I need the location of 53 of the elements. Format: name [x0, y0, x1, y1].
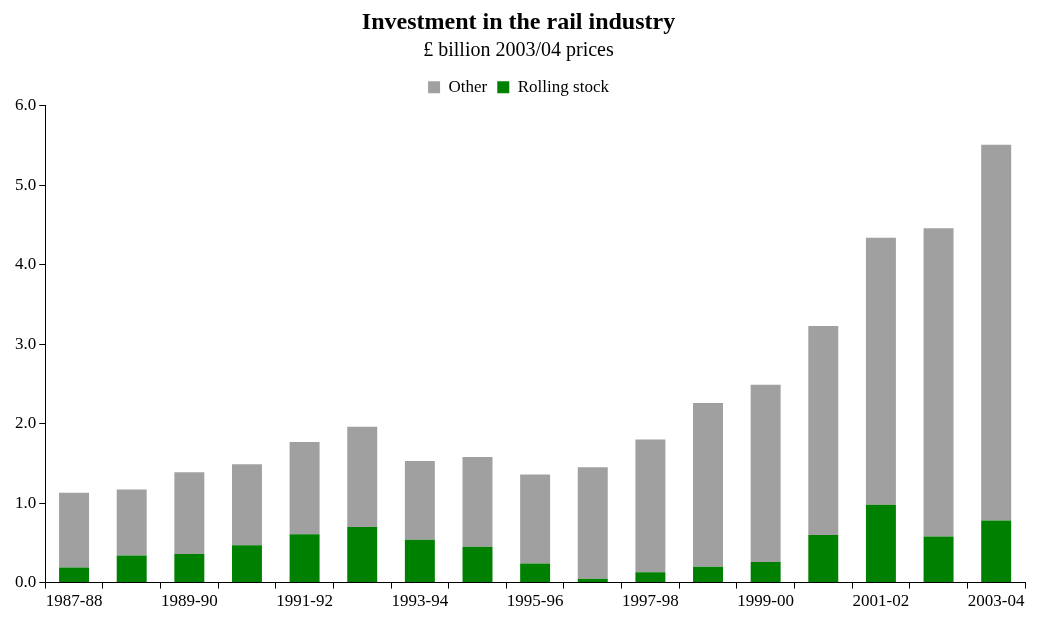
- bar: [174, 472, 205, 554]
- bar: [289, 534, 320, 583]
- bar: [59, 567, 90, 583]
- bar: [635, 439, 666, 573]
- y-tick-label: 4.0: [15, 254, 37, 274]
- bar: [289, 441, 320, 535]
- bar: [808, 325, 839, 535]
- bar: [750, 384, 781, 562]
- bar: [865, 504, 896, 583]
- bar: [116, 555, 147, 583]
- x-tick-label: 1987-88: [45, 591, 103, 611]
- bar: [923, 536, 954, 583]
- x-tick-label: 2001-02: [852, 591, 910, 611]
- x-tick-label: 1995-96: [506, 591, 564, 611]
- bar: [808, 534, 839, 583]
- x-tick-label: 1991-92: [276, 591, 333, 611]
- bar: [520, 563, 551, 583]
- x-tick-label: 1993-94: [391, 591, 449, 611]
- bar: [462, 457, 493, 547]
- x-tick-label: 1989-90: [160, 591, 218, 611]
- bar: [577, 467, 608, 579]
- bar: [231, 545, 262, 583]
- x-tick-label: 1997-98: [622, 591, 679, 611]
- y-tick-label: 0.0: [15, 572, 37, 592]
- bar: [865, 237, 896, 505]
- bar: [981, 144, 1012, 521]
- bar: [693, 566, 724, 583]
- bar: [116, 489, 147, 556]
- bar: [750, 561, 781, 583]
- legend-label: Rolling stock: [517, 76, 610, 96]
- bar: [174, 553, 205, 583]
- bar: [404, 461, 435, 540]
- chart-title: Investment in the rail industry: [361, 7, 676, 34]
- bar: [981, 520, 1012, 583]
- bar: [693, 403, 724, 567]
- bar: [923, 228, 954, 537]
- bar: [59, 492, 90, 568]
- y-tick-label: 3.0: [15, 333, 37, 353]
- y-tick-label: 1.0: [15, 492, 37, 512]
- bar: [635, 572, 666, 583]
- bar: [347, 426, 378, 527]
- bar: [404, 539, 435, 583]
- bar: [520, 474, 551, 564]
- y-tick-label: 6.0: [15, 95, 37, 115]
- bar: [347, 526, 378, 583]
- x-tick-label: 1999-00: [737, 591, 794, 611]
- legend-label: Other: [448, 76, 488, 96]
- bar: [231, 464, 262, 546]
- x-tick-label: 2003-04: [967, 591, 1026, 611]
- y-tick-label: 2.0: [15, 413, 37, 433]
- y-tick-label: 5.0: [15, 174, 37, 194]
- bar: [462, 546, 493, 583]
- chart-subtitle: £ billion 2003/04 prices: [423, 38, 614, 62]
